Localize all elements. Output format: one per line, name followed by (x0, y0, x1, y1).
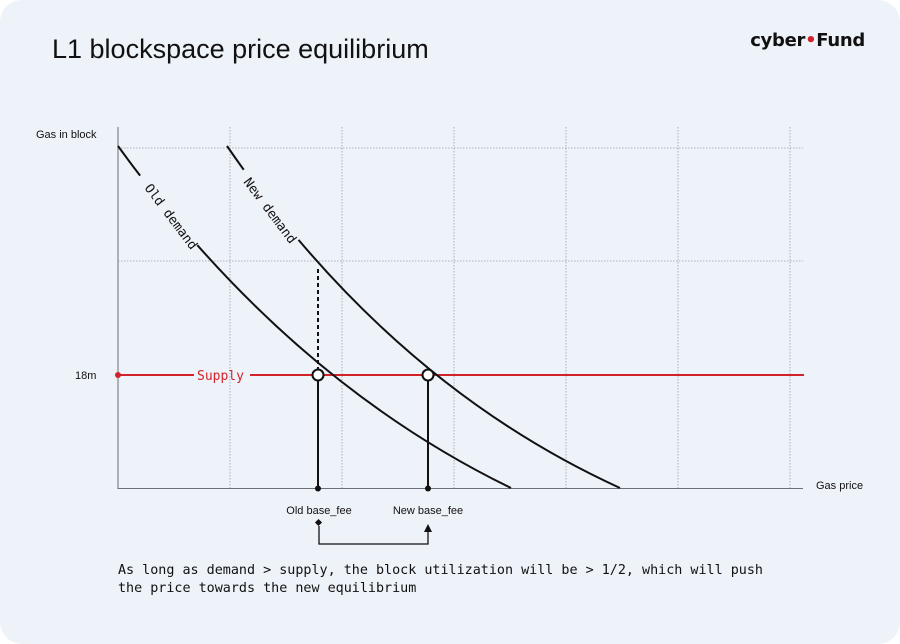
supply-start-dot (115, 372, 121, 378)
brand-logo: cyber•Fund (750, 30, 865, 51)
new-demand-label: New demand (240, 175, 299, 247)
y-tick-label: 18m (75, 370, 96, 382)
arrow-start-diamond (314, 518, 323, 527)
transition-arrow (318, 526, 429, 545)
new-fee-dot (425, 485, 431, 492)
new-fee-label: New base_fee (393, 505, 463, 517)
old-fee-label: Old base_fee (286, 505, 351, 517)
new-demand-label-text: New demand (240, 175, 299, 247)
arrow-head-icon (424, 524, 432, 532)
brand-dot: • (805, 30, 817, 51)
new-equilibrium-point (421, 368, 435, 382)
y-axis-label: Gas in block (36, 129, 97, 141)
supply-label: Supply (197, 369, 244, 384)
grid (118, 127, 803, 488)
old-equilibrium-point (311, 368, 325, 382)
x-axis-label: Gas price (816, 480, 863, 492)
old-demand-label-text: Old demand (141, 181, 200, 253)
old-demand-curve (117, 145, 512, 489)
brand-part2: Fund (816, 30, 865, 51)
caption-text: As long as demand > supply, the block ut… (118, 563, 763, 596)
brand-part1: cyber (750, 30, 806, 51)
old-demand-label: Old demand (141, 181, 200, 253)
old-fee-dot (315, 485, 321, 492)
new-demand-curve (226, 145, 621, 489)
page-title: L1 blockspace price equilibrium (52, 34, 429, 64)
